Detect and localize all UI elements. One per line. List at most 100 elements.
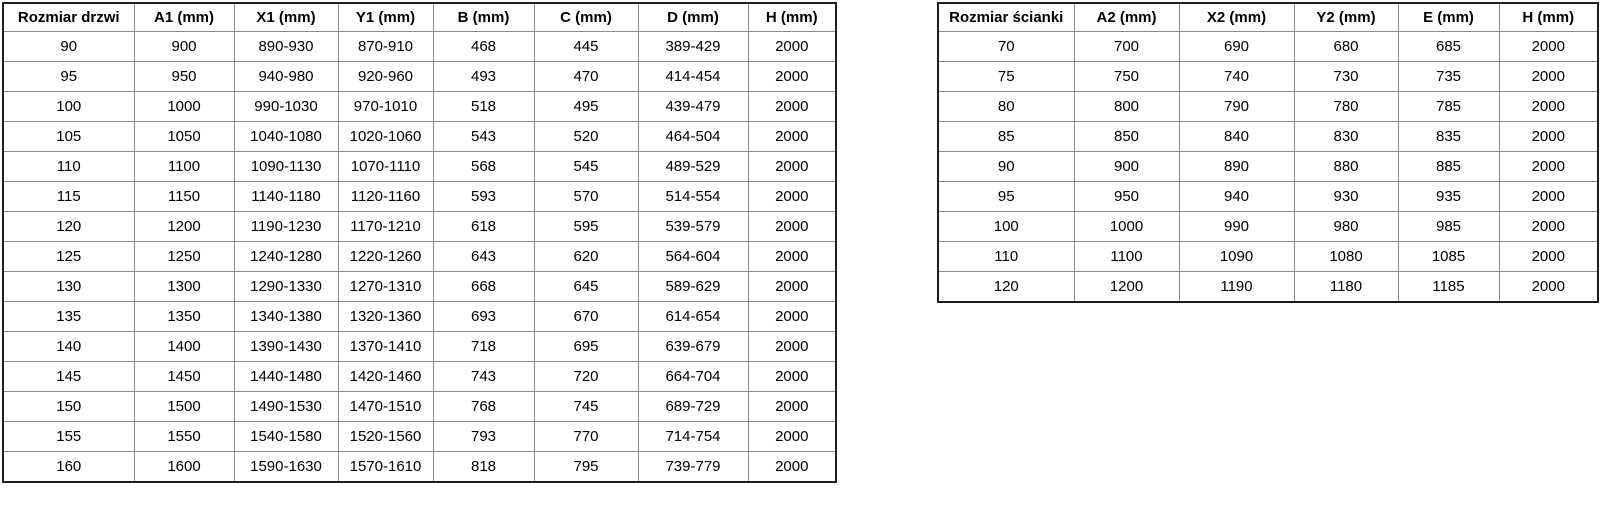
table-cell: 2000 bbox=[747, 121, 837, 152]
table-cell: 800 bbox=[1073, 91, 1180, 122]
table-cell: 2000 bbox=[747, 301, 837, 332]
table-cell: 80 bbox=[937, 91, 1075, 122]
table-cell: 1180 bbox=[1293, 271, 1399, 303]
table-cell: 950 bbox=[1073, 181, 1180, 212]
table-cell: 1000 bbox=[1073, 211, 1180, 242]
table-cell: 840 bbox=[1178, 121, 1295, 152]
column-header: B (mm) bbox=[432, 2, 535, 32]
table-row: 115 1150 1140-1180 1120-1160 593 570 514-554 20… bbox=[2, 181, 837, 212]
table-cell: 145 bbox=[2, 361, 135, 392]
table-cell: 818 bbox=[432, 451, 535, 483]
column-header: A1 (mm) bbox=[133, 2, 235, 32]
table-cell: 95 bbox=[2, 61, 135, 92]
table-cell: 985 bbox=[1397, 211, 1500, 242]
table-cell: 115 bbox=[2, 181, 135, 212]
table-cell: 620 bbox=[533, 241, 639, 272]
table-cell: 890-930 bbox=[233, 31, 339, 62]
table-cell: 564-604 bbox=[637, 241, 749, 272]
table-cell: 1070-1110 bbox=[337, 151, 434, 182]
table-cell: 545 bbox=[533, 151, 639, 182]
table-cell: 1240-1280 bbox=[233, 241, 339, 272]
table-row: 105 1050 1040-1080 1020-1060 543 520 464-504 20… bbox=[2, 121, 837, 152]
table-cell: 593 bbox=[432, 181, 535, 212]
table-row: 95 950 940 930 935 2000 bbox=[937, 181, 1599, 212]
table-cell: 1470-1510 bbox=[337, 391, 434, 422]
table-cell: 1400 bbox=[133, 331, 235, 362]
table-cell: 689-729 bbox=[637, 391, 749, 422]
table-cell: 2000 bbox=[747, 31, 837, 62]
table-cell: 645 bbox=[533, 271, 639, 302]
table-cell: 720 bbox=[533, 361, 639, 392]
table-cell: 1100 bbox=[133, 151, 235, 182]
table-cell: 935 bbox=[1397, 181, 1500, 212]
table-row: 70 700 690 680 685 2000 bbox=[937, 31, 1599, 62]
table-cell: 1370-1410 bbox=[337, 331, 434, 362]
table-row: 130 1300 1290-1330 1270-1310 668 645 589-629 20… bbox=[2, 271, 837, 302]
table-cell: 568 bbox=[432, 151, 535, 182]
column-header: Rozmiar drzwi bbox=[2, 2, 135, 32]
table-cell: 664-704 bbox=[637, 361, 749, 392]
table-cell: 95 bbox=[937, 181, 1075, 212]
table-cell: 1120-1160 bbox=[337, 181, 434, 212]
table-cell: 2000 bbox=[747, 181, 837, 212]
table-cell: 2000 bbox=[1498, 91, 1599, 122]
table-cell: 1085 bbox=[1397, 241, 1500, 272]
table-cell: 389-429 bbox=[637, 31, 749, 62]
table-cell: 743 bbox=[432, 361, 535, 392]
table-cell: 750 bbox=[1073, 61, 1180, 92]
table-cell: 90 bbox=[2, 31, 135, 62]
table-cell: 539-579 bbox=[637, 211, 749, 242]
table-cell: 570 bbox=[533, 181, 639, 212]
table-cell: 685 bbox=[1397, 31, 1500, 62]
table-cell: 1020-1060 bbox=[337, 121, 434, 152]
table-cell: 695 bbox=[533, 331, 639, 362]
table-cell: 1540-1580 bbox=[233, 421, 339, 452]
table-cell: 618 bbox=[432, 211, 535, 242]
table-row: 100 1000 990-1030 970-1010 518 495 439-479 2000 bbox=[2, 91, 837, 122]
table-cell: 2000 bbox=[747, 451, 837, 483]
table-cell: 780 bbox=[1293, 91, 1399, 122]
table-cell: 135 bbox=[2, 301, 135, 332]
table-cell: 589-629 bbox=[637, 271, 749, 302]
table-cell: 2000 bbox=[747, 391, 837, 422]
table-cell: 1270-1310 bbox=[337, 271, 434, 302]
table-cell: 1520-1560 bbox=[337, 421, 434, 452]
table-cell: 85 bbox=[937, 121, 1075, 152]
table-cell: 850 bbox=[1073, 121, 1180, 152]
table-row: 110 1100 1090-1130 1070-1110 568 545 489-529 20… bbox=[2, 151, 837, 182]
table-cell: 1185 bbox=[1397, 271, 1500, 303]
column-header: H (mm) bbox=[747, 2, 837, 32]
table-cell: 100 bbox=[937, 211, 1075, 242]
table-row: 135 1350 1340-1380 1320-1360 693 670 614-654 20… bbox=[2, 301, 837, 332]
table-cell: 730 bbox=[1293, 61, 1399, 92]
table-cell: 2000 bbox=[747, 271, 837, 302]
table-cell: 140 bbox=[2, 331, 135, 362]
table-cell: 735 bbox=[1397, 61, 1500, 92]
table-cell: 940-980 bbox=[233, 61, 339, 92]
table-cell: 739-779 bbox=[637, 451, 749, 483]
table-cell: 2000 bbox=[747, 151, 837, 182]
table-cell: 1390-1430 bbox=[233, 331, 339, 362]
door-table-header-row: Rozmiar drzwi A1 (mm) X1 (mm) Y1 (mm) B (mm)… bbox=[2, 2, 837, 32]
column-header: C (mm) bbox=[533, 2, 639, 32]
table-cell: 445 bbox=[533, 31, 639, 62]
table-cell: 1220-1260 bbox=[337, 241, 434, 272]
table-cell: 1100 bbox=[1073, 241, 1180, 272]
table-cell: 90 bbox=[937, 151, 1075, 182]
table-row: 75 750 740 730 735 2000 bbox=[937, 61, 1599, 92]
table-cell: 470 bbox=[533, 61, 639, 92]
table-row: 110 1100 1090 1080 1085 2000 bbox=[937, 241, 1599, 272]
table-cell: 130 bbox=[2, 271, 135, 302]
table-cell: 414-454 bbox=[637, 61, 749, 92]
table-cell: 495 bbox=[533, 91, 639, 122]
column-header: A2 (mm) bbox=[1073, 2, 1180, 32]
table-cell: 614-654 bbox=[637, 301, 749, 332]
table-cell: 1300 bbox=[133, 271, 235, 302]
table-row: 95 950 940-980 920-960 493 470 414-454 2000 bbox=[2, 61, 837, 92]
table-cell: 70 bbox=[937, 31, 1075, 62]
table-cell: 690 bbox=[1178, 31, 1295, 62]
door-size-table: Rozmiar drzwi A1 (mm) X1 (mm) Y1 (mm) B (mm)… bbox=[2, 2, 837, 483]
table-row: 80 800 790 780 785 2000 bbox=[937, 91, 1599, 122]
table-cell: 464-504 bbox=[637, 121, 749, 152]
table-cell: 1450 bbox=[133, 361, 235, 392]
